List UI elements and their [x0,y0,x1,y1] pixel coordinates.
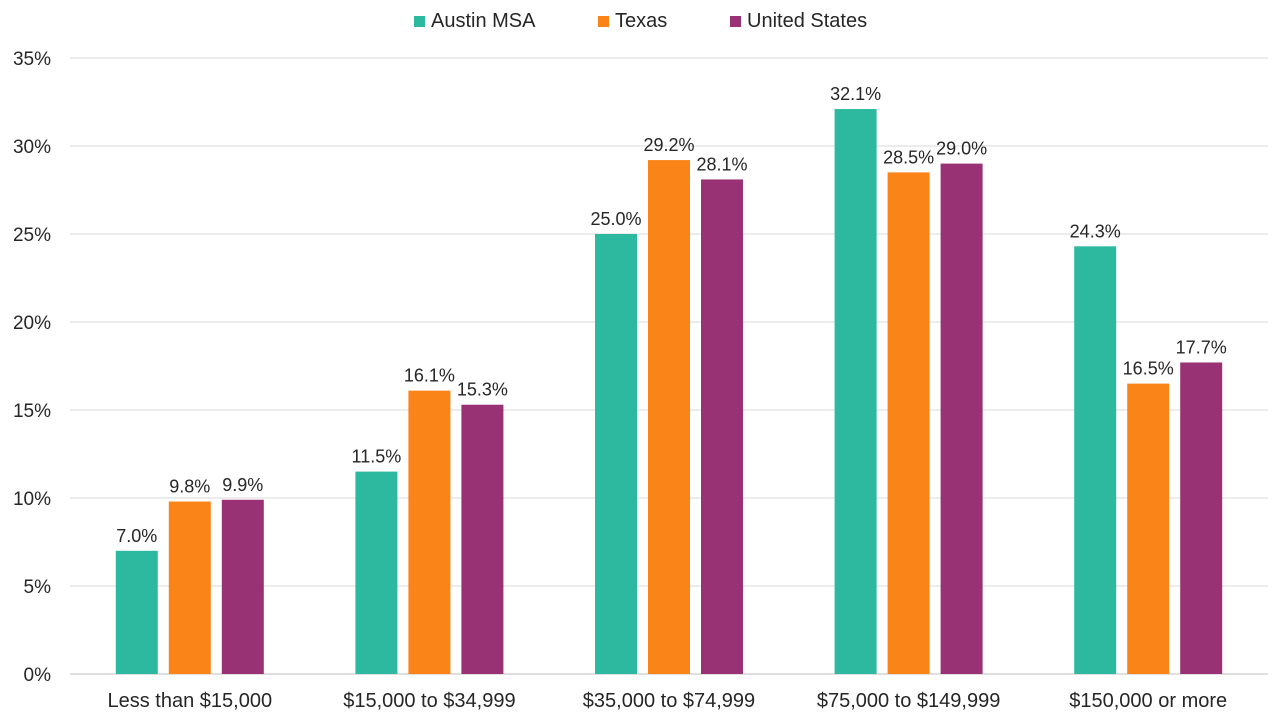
legend: Austin MSA Texas United States [0,10,1280,36]
legend-item-texas: Texas [598,10,667,33]
y-tick-label: 35% [13,49,51,70]
bar [408,390,451,674]
bar [834,109,877,675]
data-label: 28.5% [883,147,934,167]
y-tick-label: 30% [13,137,51,158]
legend-label-austin: Austin MSA [431,10,536,32]
bar [221,499,264,674]
data-label: 9.9% [222,475,263,495]
x-tick-label: $75,000 to $149,999 [817,690,1001,712]
y-tick-label: 25% [13,225,51,246]
legend-swatch-us [730,16,741,27]
data-label: 16.5% [1123,359,1174,379]
data-label: 24.3% [1070,221,1121,241]
legend-swatch-texas [598,16,609,27]
legend-item-austin: Austin MSA [414,10,535,33]
x-tick-label: Less than $15,000 [108,690,273,712]
data-label: 29.2% [643,135,694,155]
bar [595,234,637,674]
y-tick-label: 10% [13,489,51,510]
bar [115,550,158,674]
data-label: 25.0% [590,209,641,229]
legend-label-texas: Texas [615,10,668,32]
bar [355,471,398,674]
y-tick-label: 5% [24,577,52,598]
bar [461,404,504,674]
bar [1074,246,1117,674]
legend-swatch-austin [414,16,425,27]
x-tick-label: $15,000 to $34,999 [343,690,515,712]
bar [887,172,930,674]
data-label: 9.8% [169,477,210,497]
data-label: 11.5% [352,447,402,467]
data-label: 15.3% [457,380,508,400]
bar [168,501,211,674]
data-label: 28.1% [696,154,747,174]
bar [648,160,690,674]
y-tick-label: 0% [24,665,52,686]
x-tick-label: $35,000 to $74,999 [583,690,755,712]
legend-item-us: United States [730,10,867,33]
data-label: 7.0% [116,526,157,546]
data-label: 16.1% [404,366,455,386]
y-tick-label: 20% [13,313,51,334]
data-label: 32.1% [830,84,881,104]
bar [1127,383,1170,674]
bar [701,179,743,674]
bar [940,163,983,674]
data-label: 29.0% [936,139,987,159]
y-tick-label: 15% [13,401,51,422]
bar [1180,362,1223,674]
legend-label-us: United States [747,10,868,32]
x-tick-label: $150,000 or more [1069,690,1227,712]
data-label: 17.7% [1176,337,1227,357]
